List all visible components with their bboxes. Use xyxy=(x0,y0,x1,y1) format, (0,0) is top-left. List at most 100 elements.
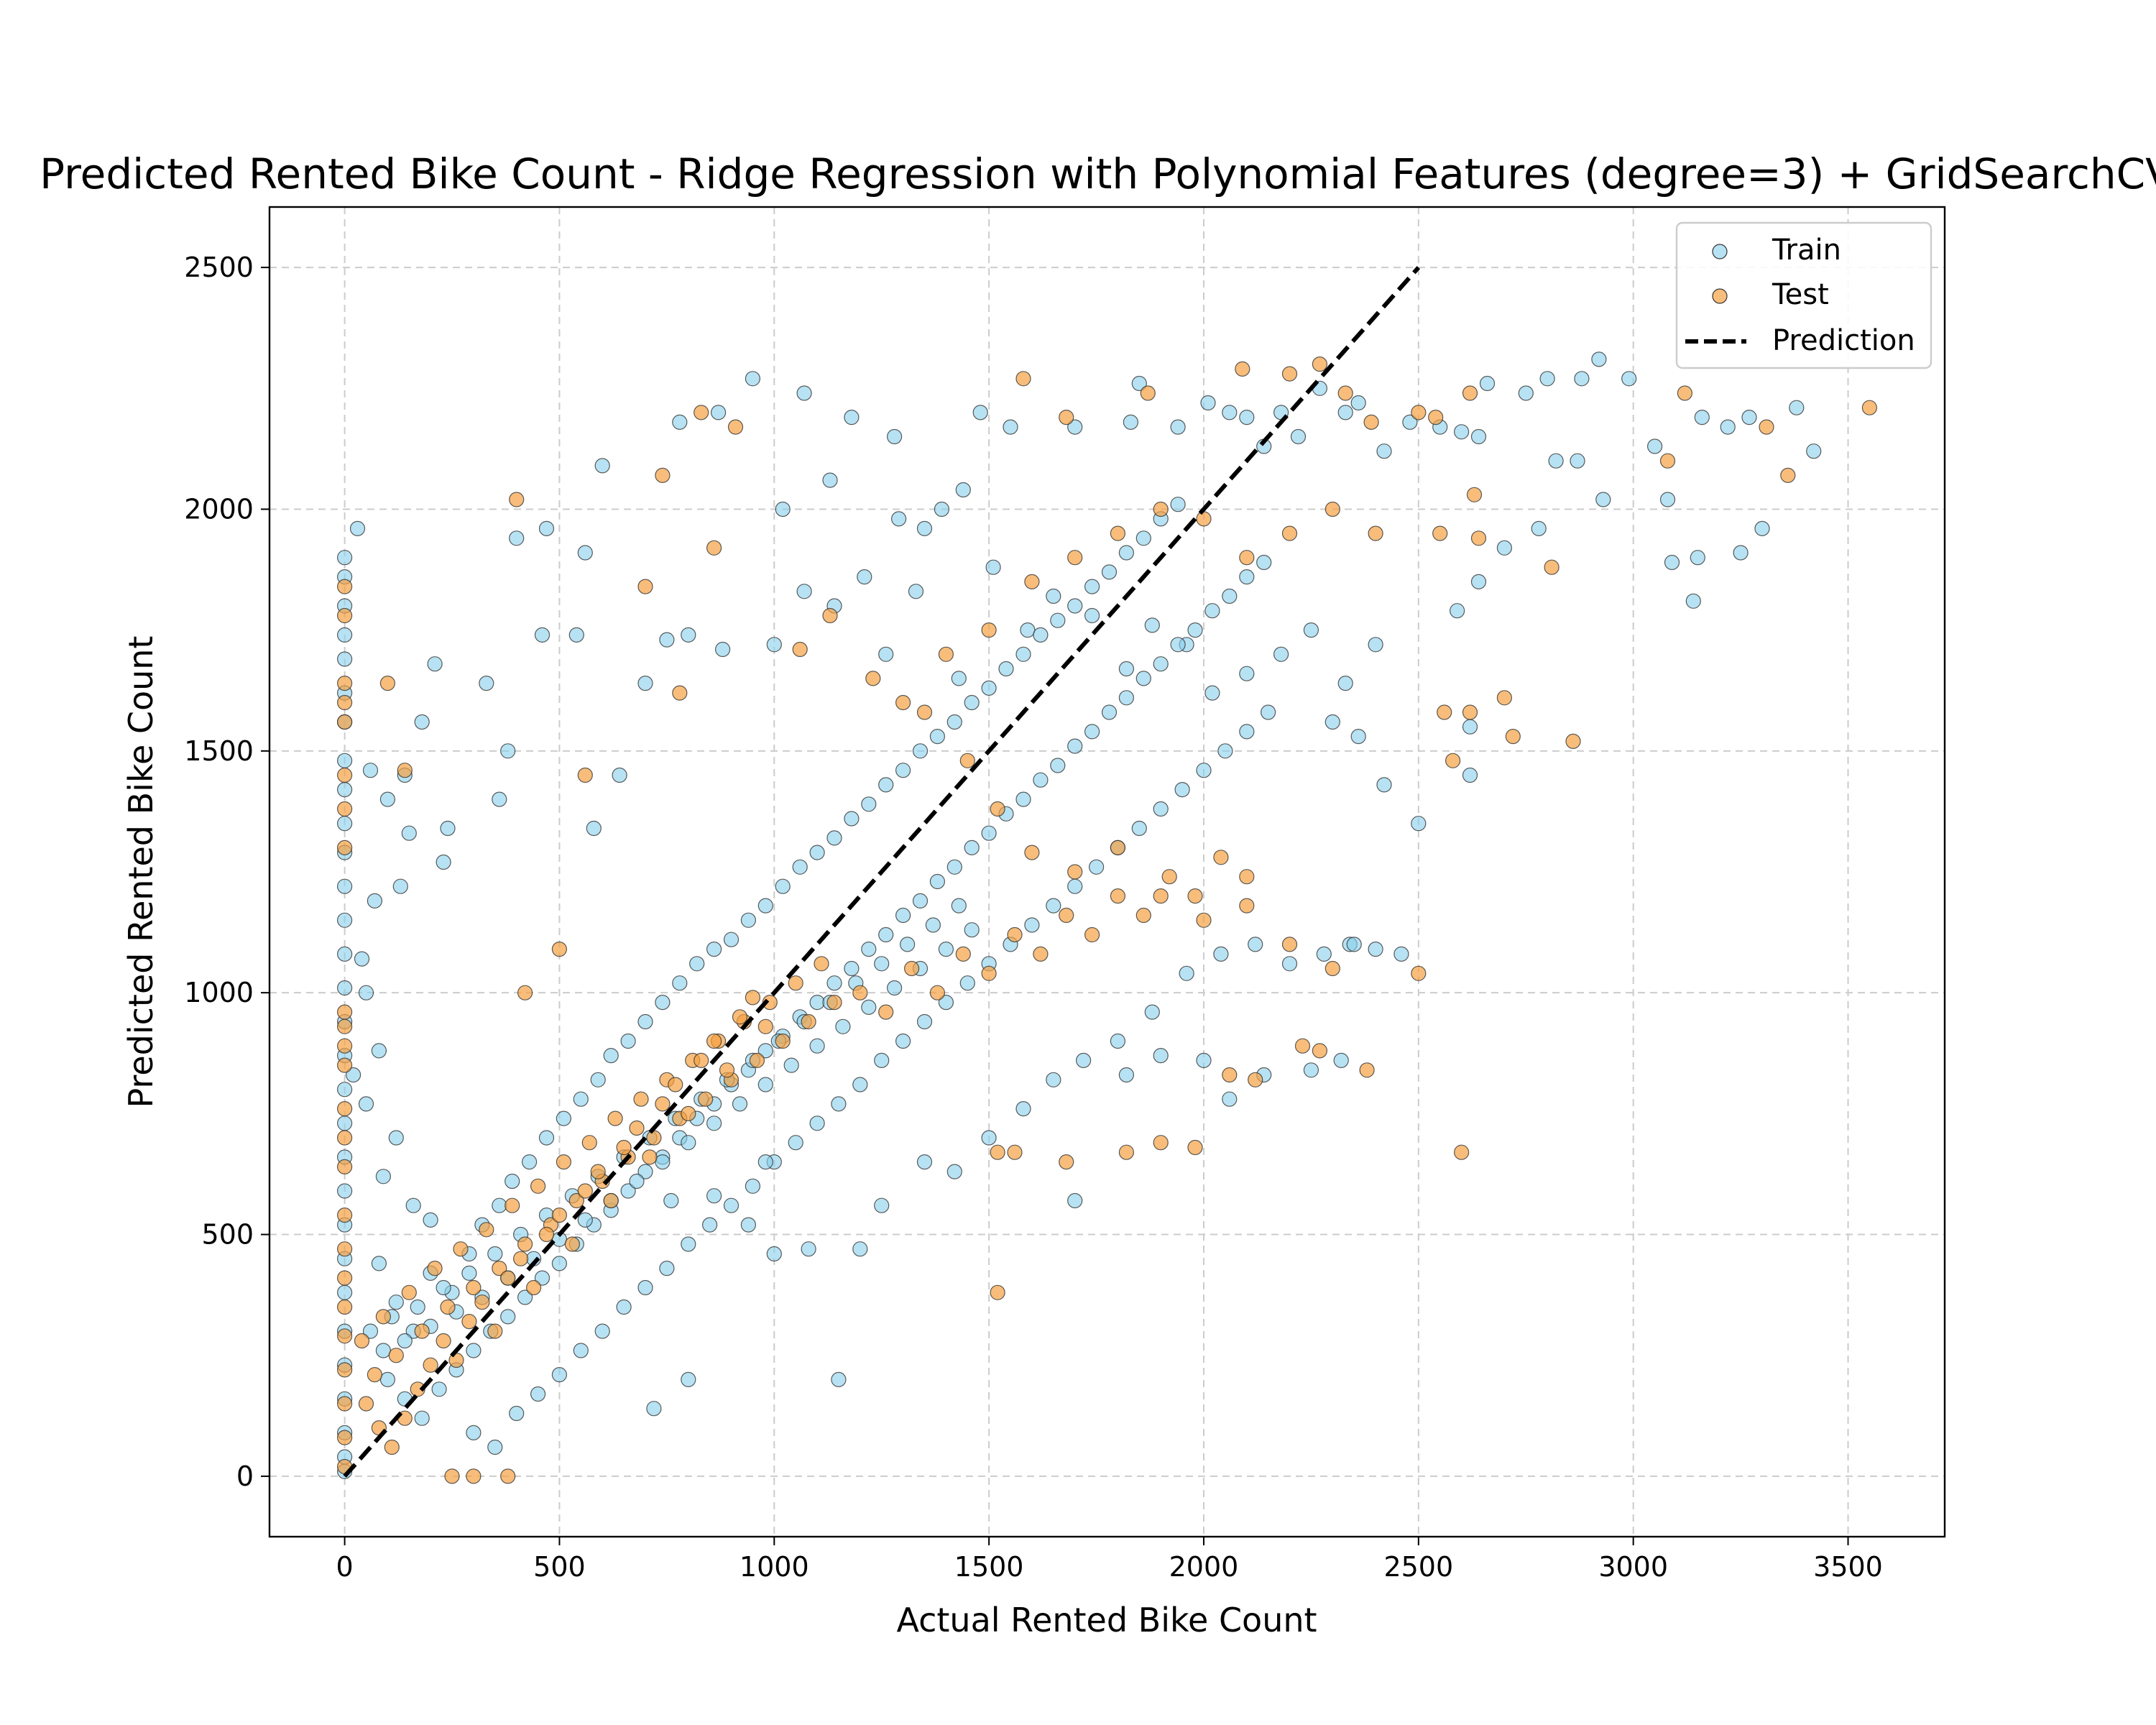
train-point xyxy=(1123,414,1139,431)
train-point xyxy=(852,1077,868,1092)
test-point xyxy=(337,1159,353,1175)
test-point xyxy=(466,1279,482,1296)
test-point xyxy=(517,1236,533,1252)
test-point xyxy=(672,685,688,701)
train-point xyxy=(586,820,602,837)
train-point xyxy=(392,878,408,894)
train-point xyxy=(1020,622,1036,638)
test-point xyxy=(568,1192,584,1209)
train-point xyxy=(436,854,451,870)
train-point xyxy=(1222,588,1238,604)
test-point xyxy=(681,1105,696,1122)
train-point xyxy=(826,975,842,991)
test-point xyxy=(517,985,533,1000)
train-point xyxy=(745,371,761,387)
test-point xyxy=(959,753,975,768)
train-point xyxy=(1273,646,1289,662)
train-point xyxy=(551,1366,568,1383)
test-point xyxy=(1325,960,1340,977)
y-tick-label: 1000 xyxy=(184,977,254,1008)
train-point xyxy=(594,458,610,474)
train-point xyxy=(1376,443,1392,459)
test-point xyxy=(337,1130,353,1146)
test-point xyxy=(466,1468,482,1484)
prediction-line xyxy=(343,266,1421,1478)
train-point xyxy=(1033,772,1049,788)
train-point xyxy=(1046,588,1061,604)
test-point xyxy=(337,1207,353,1223)
test-point xyxy=(354,1333,370,1349)
train-points xyxy=(337,351,1822,1479)
train-point xyxy=(938,994,954,1011)
test-point xyxy=(337,840,353,856)
test-point xyxy=(427,1260,443,1276)
train-point xyxy=(1067,1192,1083,1209)
train-point xyxy=(1135,671,1151,686)
test-point xyxy=(732,1009,748,1025)
test-point xyxy=(1196,912,1212,928)
test-point xyxy=(1659,453,1676,469)
train-point xyxy=(534,627,550,643)
train-point xyxy=(1462,767,1478,783)
test-points xyxy=(337,356,1877,1484)
test-point xyxy=(603,1192,619,1209)
test-point xyxy=(337,1100,353,1117)
train-point xyxy=(732,1096,748,1112)
test-point xyxy=(1437,704,1452,720)
train-point xyxy=(375,1169,392,1184)
train-point xyxy=(1088,859,1105,875)
train-point xyxy=(466,1425,482,1441)
train-point xyxy=(1118,1067,1135,1083)
test-point xyxy=(1239,869,1255,885)
test-point xyxy=(1213,850,1229,865)
test-point xyxy=(505,1197,520,1213)
test-point xyxy=(1110,525,1126,541)
test-point xyxy=(1161,869,1177,885)
train-point xyxy=(487,1246,503,1262)
train-point xyxy=(701,1217,718,1233)
train-point xyxy=(886,980,903,996)
train-point xyxy=(801,1241,816,1257)
train-point xyxy=(1368,637,1383,653)
test-point xyxy=(1325,501,1340,518)
test-point xyxy=(581,1135,597,1151)
test-point xyxy=(727,419,744,435)
chart-title: Predicted Rented Bike Count - Ridge Regr… xyxy=(40,150,2156,198)
test-point xyxy=(1140,385,1156,401)
train-point xyxy=(358,1096,374,1112)
train-point xyxy=(1470,574,1487,590)
test-point xyxy=(337,607,353,624)
train-point xyxy=(1333,1052,1349,1069)
test-point xyxy=(1024,845,1040,860)
train-point xyxy=(1222,405,1238,420)
train-point xyxy=(337,946,353,962)
train-point xyxy=(401,825,417,841)
train-point xyxy=(1350,728,1366,745)
train-point xyxy=(629,1173,645,1190)
train-point xyxy=(337,781,353,798)
train-point xyxy=(766,637,782,653)
train-point xyxy=(1135,530,1151,546)
test-point xyxy=(1759,419,1774,435)
x-tick-label: 3000 xyxy=(1598,1551,1668,1583)
test-point xyxy=(397,763,413,778)
train-point xyxy=(337,1284,353,1300)
test-point xyxy=(955,946,971,962)
train-point xyxy=(637,1013,653,1030)
test-point xyxy=(938,646,954,662)
train-point xyxy=(861,796,877,812)
train-point xyxy=(492,791,507,807)
train-point xyxy=(573,1343,589,1358)
train-point xyxy=(981,825,997,841)
train-point xyxy=(1256,554,1272,571)
train-point xyxy=(337,912,353,928)
train-point xyxy=(505,1173,520,1190)
train-point xyxy=(946,714,962,730)
train-point xyxy=(723,932,740,947)
test-point xyxy=(453,1241,469,1257)
train-point xyxy=(1664,554,1680,571)
train-point xyxy=(427,656,443,672)
test-point xyxy=(1432,525,1448,541)
test-point xyxy=(990,1144,1005,1160)
test-point xyxy=(990,801,1005,817)
